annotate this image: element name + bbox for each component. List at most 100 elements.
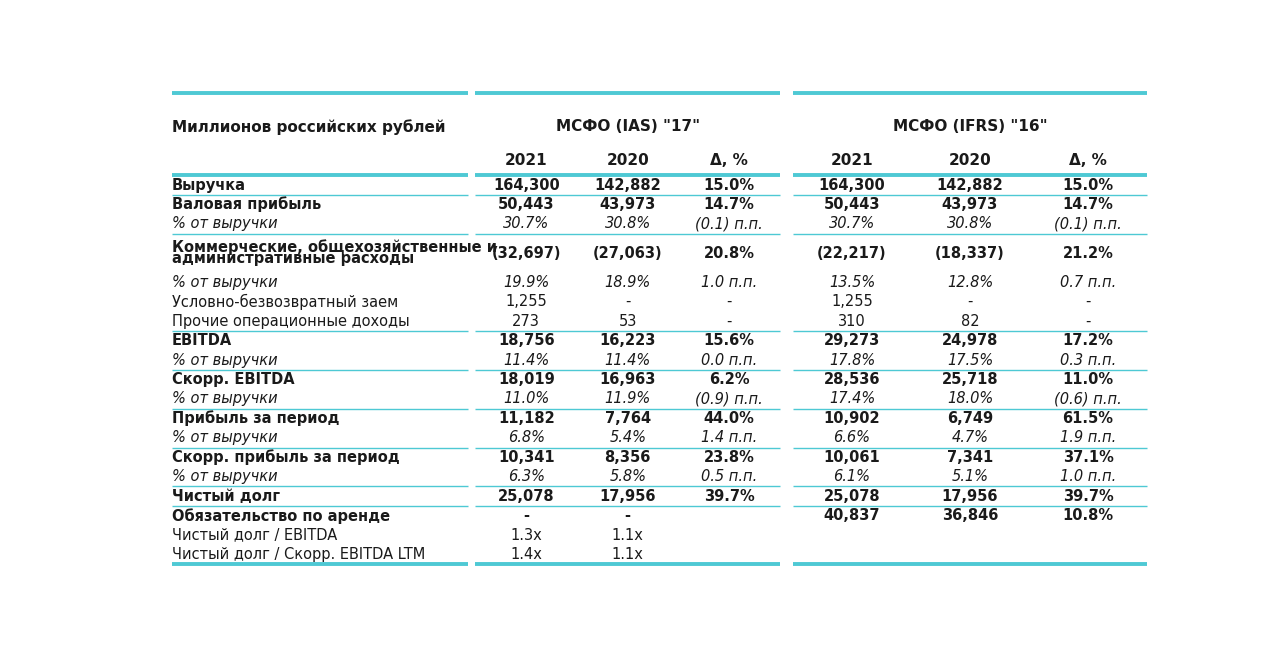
- Text: 15.0%: 15.0%: [704, 178, 755, 193]
- Text: 25,078: 25,078: [823, 489, 881, 504]
- Text: 18,756: 18,756: [498, 333, 554, 348]
- Text: 50,443: 50,443: [823, 197, 881, 212]
- Text: 15.0%: 15.0%: [1062, 178, 1114, 193]
- Text: -: -: [625, 508, 631, 523]
- Text: 5.4%: 5.4%: [609, 430, 646, 445]
- Text: 5.8%: 5.8%: [609, 469, 646, 484]
- Text: % от выручки: % от выручки: [172, 430, 278, 445]
- Text: -: -: [1085, 313, 1091, 328]
- Text: 14.7%: 14.7%: [1062, 197, 1114, 212]
- Text: 17.4%: 17.4%: [828, 391, 876, 406]
- Text: 10,902: 10,902: [823, 411, 881, 426]
- Text: 0.0 п.п.: 0.0 п.п.: [701, 352, 758, 367]
- Text: 142,882: 142,882: [594, 178, 660, 193]
- Text: Условно-безвозвратный заем: Условно-безвозвратный заем: [172, 293, 398, 310]
- Text: Обязательство по аренде: Обязательство по аренде: [172, 508, 390, 524]
- Text: % от выручки: % от выручки: [172, 352, 278, 367]
- Text: 15.6%: 15.6%: [704, 333, 755, 348]
- Text: Скорр. прибыль за период: Скорр. прибыль за период: [172, 450, 399, 465]
- Text: 1.4 п.п.: 1.4 п.п.: [701, 430, 758, 445]
- Text: 17.2%: 17.2%: [1062, 333, 1114, 348]
- Text: 1.9 п.п.: 1.9 п.п.: [1060, 430, 1116, 445]
- Text: % от выручки: % от выручки: [172, 217, 278, 232]
- Text: Δ, %: Δ, %: [1069, 153, 1107, 168]
- Text: (22,217): (22,217): [817, 245, 887, 261]
- Text: Валовая прибыль: Валовая прибыль: [172, 197, 321, 212]
- Text: 6.3%: 6.3%: [508, 469, 545, 484]
- Text: 0.5 п.п.: 0.5 п.п.: [701, 469, 758, 484]
- Text: 4.7%: 4.7%: [951, 430, 988, 445]
- Text: 18,019: 18,019: [498, 372, 554, 387]
- Text: Выручка: Выручка: [172, 178, 246, 193]
- Text: EBITDA: EBITDA: [172, 333, 232, 348]
- Text: 2021: 2021: [831, 153, 873, 168]
- Text: 10,341: 10,341: [498, 450, 554, 465]
- Text: 6.2%: 6.2%: [709, 372, 750, 387]
- Text: % от выручки: % от выручки: [172, 469, 278, 484]
- Text: 1,255: 1,255: [831, 294, 873, 309]
- Text: 11.4%: 11.4%: [604, 352, 650, 367]
- Text: 14.7%: 14.7%: [704, 197, 755, 212]
- Text: 1,255: 1,255: [506, 294, 547, 309]
- Text: 17.8%: 17.8%: [828, 352, 876, 367]
- Text: 2020: 2020: [607, 153, 649, 168]
- Text: МСФО (IFRS) "16": МСФО (IFRS) "16": [892, 119, 1047, 134]
- Text: 17.5%: 17.5%: [947, 352, 993, 367]
- Text: 30.7%: 30.7%: [828, 217, 876, 232]
- Text: (0.1) п.п.: (0.1) п.п.: [1055, 217, 1121, 232]
- Text: 36,846: 36,846: [942, 508, 998, 523]
- Text: Прибыль за период: Прибыль за период: [172, 411, 339, 426]
- Text: 43,973: 43,973: [599, 197, 655, 212]
- Text: МСФО (IAS) "17": МСФО (IAS) "17": [556, 119, 700, 134]
- Text: 1.0 п.п.: 1.0 п.п.: [701, 275, 758, 290]
- Text: 30.8%: 30.8%: [604, 217, 650, 232]
- Text: 10.8%: 10.8%: [1062, 508, 1114, 523]
- Text: (18,337): (18,337): [936, 245, 1005, 261]
- Text: 5.1%: 5.1%: [951, 469, 988, 484]
- Text: 1.1x: 1.1x: [612, 528, 644, 543]
- Text: (27,063): (27,063): [593, 245, 663, 261]
- Text: 29,273: 29,273: [824, 333, 881, 348]
- Text: 11.0%: 11.0%: [503, 391, 549, 406]
- Text: 164,300: 164,300: [493, 178, 559, 193]
- Text: Δ, %: Δ, %: [710, 153, 749, 168]
- Text: -: -: [524, 508, 529, 523]
- Text: (0.6) п.п.: (0.6) п.п.: [1055, 391, 1121, 406]
- Text: (0.9) п.п.: (0.9) п.п.: [695, 391, 763, 406]
- Text: 25,718: 25,718: [942, 372, 998, 387]
- Text: Прочие операционные доходы: Прочие операционные доходы: [172, 313, 410, 328]
- Text: 2020: 2020: [948, 153, 991, 168]
- Text: 2021: 2021: [504, 153, 548, 168]
- Text: 40,837: 40,837: [823, 508, 881, 523]
- Text: 23.8%: 23.8%: [704, 450, 755, 465]
- Text: 82: 82: [961, 313, 979, 328]
- Text: 16,223: 16,223: [599, 333, 655, 348]
- Text: 0.3 п.п.: 0.3 п.п.: [1060, 352, 1116, 367]
- Text: 1.3x: 1.3x: [511, 528, 543, 543]
- Text: % от выручки: % от выручки: [172, 391, 278, 406]
- Text: 1.4x: 1.4x: [511, 547, 543, 562]
- Text: 6.8%: 6.8%: [508, 430, 545, 445]
- Text: 30.8%: 30.8%: [947, 217, 993, 232]
- Text: 44.0%: 44.0%: [704, 411, 755, 426]
- Text: 12.8%: 12.8%: [947, 275, 993, 290]
- Text: 18.9%: 18.9%: [604, 275, 650, 290]
- Text: -: -: [727, 313, 732, 328]
- Text: 61.5%: 61.5%: [1062, 411, 1114, 426]
- Text: 11,182: 11,182: [498, 411, 554, 426]
- Text: 17,956: 17,956: [599, 489, 655, 504]
- Text: 21.2%: 21.2%: [1062, 245, 1114, 261]
- Text: 50,443: 50,443: [498, 197, 554, 212]
- Text: 7,764: 7,764: [604, 411, 650, 426]
- Text: 273: 273: [512, 313, 540, 328]
- Text: Коммерческие, общехозяйственные и: Коммерческие, общехозяйственные и: [172, 239, 497, 255]
- Text: % от выручки: % от выручки: [172, 275, 278, 290]
- Text: Миллионов российских рублей: Миллионов российских рублей: [172, 119, 445, 135]
- Text: 7,341: 7,341: [947, 450, 993, 465]
- Text: 11.9%: 11.9%: [604, 391, 650, 406]
- Text: 19.9%: 19.9%: [503, 275, 549, 290]
- Text: административные расходы: административные расходы: [172, 251, 413, 267]
- Text: -: -: [727, 294, 732, 309]
- Text: 24,978: 24,978: [942, 333, 998, 348]
- Text: -: -: [1085, 294, 1091, 309]
